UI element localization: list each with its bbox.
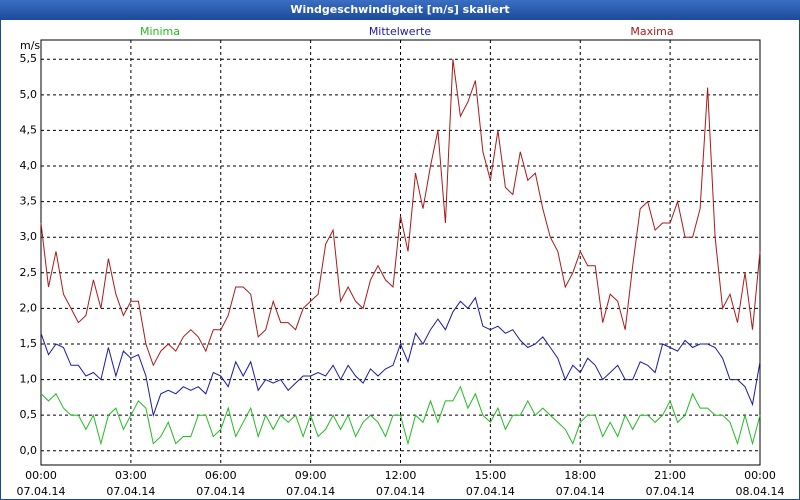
y-tick-label: 2,5	[20, 266, 38, 279]
y-tick-label: 1,5	[20, 337, 38, 350]
y-axis-label: m/s	[20, 39, 40, 52]
y-tick-label: 3,5	[20, 195, 38, 208]
x-tick-label: 12:00	[385, 469, 417, 482]
legend-label: Maxima	[630, 25, 673, 38]
x-tick-date: 07.04.14	[376, 485, 425, 498]
x-tick-date: 08.04.14	[736, 485, 785, 498]
x-tick-date: 07.04.14	[106, 485, 155, 498]
x-tick-label: 18:00	[564, 469, 596, 482]
y-tick-label: 0,0	[20, 444, 38, 457]
y-tick-label: 0,5	[20, 408, 38, 421]
series-line	[40, 296, 761, 418]
chart-title: Windgeschwindigkeit [m/s] skaliert	[290, 3, 509, 16]
x-tick-date: 07.04.14	[466, 485, 515, 498]
x-tick-label: 03:00	[115, 469, 147, 482]
x-tick-label: 00:00	[744, 469, 776, 482]
y-tick-label: 2,0	[20, 301, 38, 314]
y-tick-label: 4,5	[20, 123, 38, 136]
y-tick-label: 3,0	[20, 230, 38, 243]
y-tick-label: 5,0	[20, 88, 38, 101]
series-line	[40, 385, 761, 446]
x-tick-date: 07.04.14	[196, 485, 245, 498]
x-tick-label: 21:00	[654, 469, 686, 482]
x-tick-label: 06:00	[205, 469, 237, 482]
y-tick-label: 4,0	[20, 159, 38, 172]
x-tick-date: 07.04.14	[17, 485, 66, 498]
x-tick-label: 15:00	[475, 469, 507, 482]
title-bar	[0, 0, 800, 20]
x-tick-date: 07.04.14	[286, 485, 335, 498]
x-tick-label: 09:00	[295, 469, 327, 482]
x-tick-date: 07.04.14	[646, 485, 695, 498]
y-tick-label: 5,5	[20, 52, 38, 65]
x-tick-date: 07.04.14	[556, 485, 605, 498]
series-line	[40, 59, 761, 367]
legend-label: Minima	[140, 25, 180, 38]
legend-label: Mittelwerte	[369, 25, 432, 38]
x-tick-label: 00:00	[25, 469, 57, 482]
y-tick-label: 1,0	[20, 373, 38, 386]
